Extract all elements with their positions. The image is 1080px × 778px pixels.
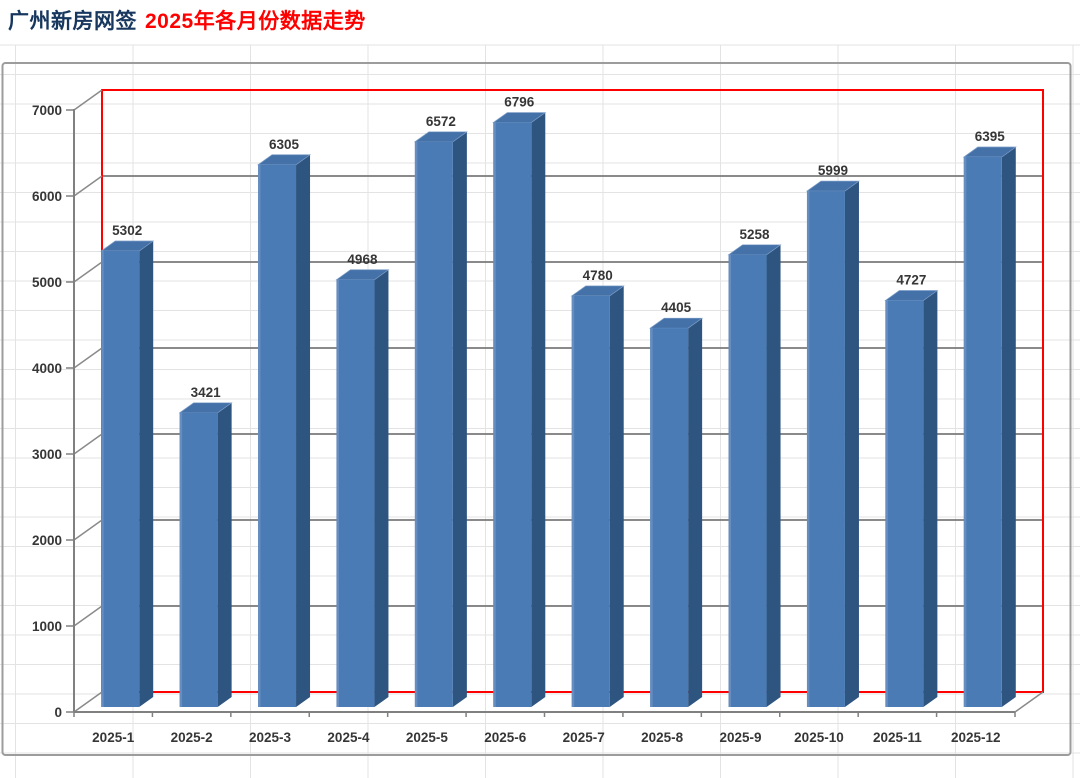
bar-front-face: [885, 300, 924, 707]
bar-2025-4[interactable]: [335, 269, 390, 707]
bar-side-face: [844, 181, 859, 707]
bar-2025-5[interactable]: [413, 131, 468, 708]
title-primary: 广州新房网签: [8, 10, 137, 33]
bar-side-face: [296, 154, 311, 707]
category-labels: 2025-1 2025-2 2025-3 2025-4 2025-5 2025-6 2025…: [92, 730, 1000, 745]
bar-value-label: 5258: [740, 227, 771, 242]
bar-side-face: [452, 131, 467, 708]
bar-2025-12[interactable]: [962, 146, 1017, 707]
x-axis-label: 2025-12: [951, 730, 1001, 745]
bar-series: 5302 3421 6305 4968 6572 6796 4780 4405 5258 5999…: [100, 95, 1017, 708]
bar-value-label: 4727: [896, 272, 926, 287]
bar-front-face: [179, 412, 218, 707]
bar-2025-7[interactable]: [570, 285, 625, 707]
bar-side-face: [688, 318, 703, 707]
x-axis-label: 2025-6: [484, 730, 527, 745]
bar-side-face: [923, 290, 938, 707]
bar-side-face: [766, 244, 781, 707]
bar-value-label: 6572: [426, 114, 456, 129]
bar-side-face: [1001, 147, 1016, 707]
bar-front-face: [336, 279, 375, 707]
bar-front-face: [806, 191, 845, 707]
value-axis: 0 1000 2000 3000 4000 5000 6000 7000: [32, 89, 103, 720]
bar-value-label: 6305: [269, 137, 300, 152]
bar-2025-2[interactable]: [178, 402, 233, 707]
y-axis-label: 7000: [32, 103, 62, 118]
bar-2025-9[interactable]: [727, 244, 782, 707]
bar-front-face: [101, 251, 140, 707]
bar-left-highlight: [885, 300, 888, 707]
bar-2025-10[interactable]: [805, 180, 861, 707]
bar-2025-1[interactable]: [100, 240, 155, 707]
left-wall-gridline: [73, 605, 103, 627]
y-axis-label: 1000: [32, 619, 62, 634]
bar-value-label: 5302: [112, 223, 142, 238]
bar-left-highlight: [414, 141, 418, 708]
bar-side-face: [139, 241, 154, 707]
bar-left-highlight: [258, 164, 261, 707]
y-axis-label: 3000: [32, 447, 62, 462]
bar-2025-6[interactable]: [492, 112, 547, 707]
bar-left-highlight: [179, 412, 183, 707]
title-secondary: 2025年各月份数据走势: [145, 10, 366, 33]
x-axis-label: 2025-2: [171, 730, 213, 745]
y-axis-label: 4000: [32, 361, 62, 376]
bar-left-highlight: [963, 157, 967, 707]
bar-front-face: [258, 164, 297, 707]
bar-value-label: 3421: [191, 385, 222, 400]
x-axis-label: 2025-5: [406, 730, 449, 745]
bar-2025-11[interactable]: [884, 290, 939, 707]
y-axis-label: 6000: [32, 189, 62, 204]
bar-front-face: [963, 157, 1002, 707]
bar-left-highlight: [336, 279, 339, 707]
bar-value-label: 6395: [975, 129, 1006, 144]
bar-left-highlight: [101, 251, 104, 707]
chart-title: 广州新房网签 2025年各月份数据走势: [8, 5, 366, 35]
left-wall-gridline: [73, 519, 103, 541]
y-axis-label: 5000: [32, 275, 62, 290]
bar-front-face: [728, 254, 767, 707]
left-wall-gridline: [73, 175, 103, 197]
bar-front-face: [571, 295, 610, 707]
floor-right-edge: [1014, 691, 1044, 713]
bar-left-highlight: [650, 328, 653, 707]
x-axis-label: 2025-9: [720, 730, 762, 745]
bar-value-label: 4968: [347, 252, 378, 267]
left-wall-gridline: [73, 261, 103, 283]
bar-value-label: 5999: [818, 163, 848, 178]
chart-border: [1, 62, 1072, 756]
x-axis-label: 2025-11: [873, 730, 922, 745]
bar-side-face: [609, 285, 624, 707]
left-wall-gridline: [73, 691, 103, 713]
bar-front-face: [493, 122, 532, 707]
y-axis-label: 2000: [32, 533, 62, 548]
bar-side-face: [217, 402, 232, 707]
bar-left-highlight: [806, 191, 810, 707]
bar-front-face: [414, 141, 453, 708]
category-axis: [73, 691, 1044, 717]
bar-side-face: [531, 112, 546, 707]
x-axis-label: 2025-10: [794, 730, 844, 745]
bar-side-face: [374, 269, 389, 707]
x-axis-label: 2025-1: [92, 730, 135, 745]
bar-left-highlight: [571, 295, 575, 707]
x-axis-label: 2025-8: [641, 730, 684, 745]
x-axis-label: 2025-4: [327, 730, 370, 745]
x-axis-label: 2025-7: [563, 730, 605, 745]
bar-2025-8[interactable]: [649, 317, 704, 707]
y-axis-label: 0: [54, 705, 62, 720]
bar-front-face: [650, 328, 689, 707]
bar-value-label: 6796: [504, 95, 535, 110]
left-wall-gridline: [73, 433, 103, 455]
left-wall-gridline: [73, 347, 103, 369]
bar-value-label: 4780: [583, 268, 613, 283]
bar-2025-3[interactable]: [256, 154, 312, 707]
x-axis-label: 2025-3: [249, 730, 292, 745]
left-wall-gridline: [73, 89, 103, 111]
bar-left-highlight: [493, 122, 496, 707]
bar-value-label: 4405: [661, 300, 692, 315]
bar-left-highlight: [728, 254, 732, 707]
